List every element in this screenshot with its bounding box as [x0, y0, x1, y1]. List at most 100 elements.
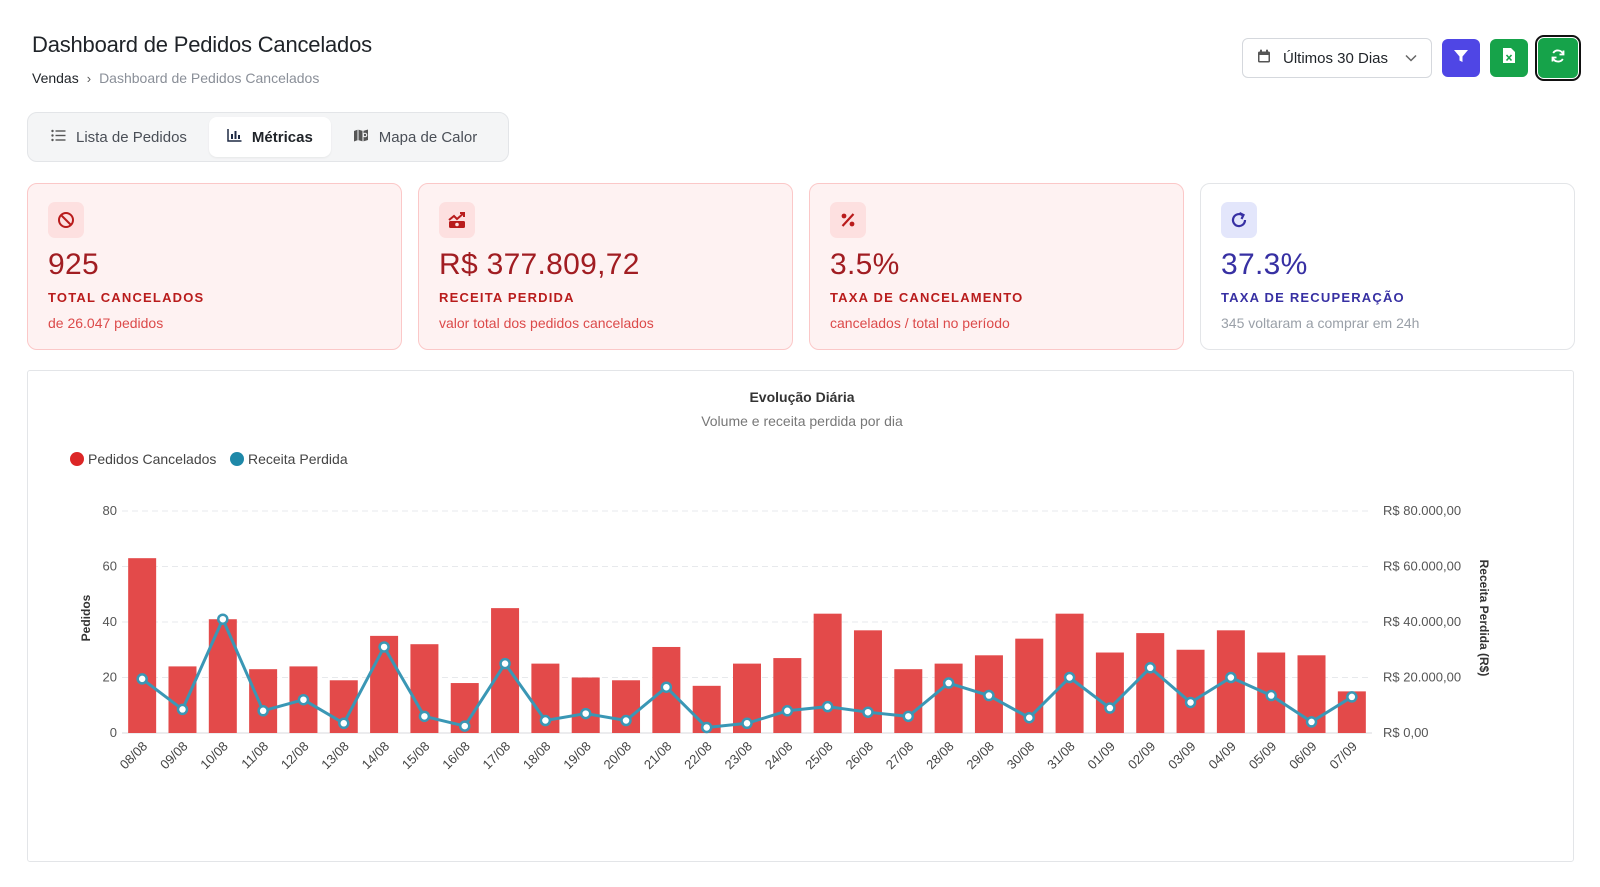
line-point-02/09[interactable]: [1144, 662, 1156, 674]
line-point-14/08[interactable]: [378, 641, 390, 653]
money-loss-icon: [439, 202, 475, 238]
excel-file-icon: [1502, 47, 1516, 69]
x-tick-label: 08/08: [117, 739, 151, 773]
bar-27/08[interactable]: [894, 669, 923, 733]
line-point-10/08[interactable]: [217, 613, 229, 625]
chart-legend: Pedidos Cancelados Receita Perdida: [70, 451, 348, 467]
x-tick-label: 16/08: [439, 739, 473, 773]
filter-icon: [1453, 48, 1469, 69]
line-point-31/08[interactable]: [1063, 671, 1076, 684]
x-ticks: 08/08 09/08 10/08 11/08 12/08 13/08 14/08 15/08…: [117, 739, 1360, 773]
line-point-25/08[interactable]: [821, 700, 834, 713]
x-tick-label: 19/08: [560, 739, 594, 773]
bar-01/09[interactable]: [1095, 652, 1124, 733]
line-point-20/08[interactable]: [620, 714, 632, 727]
y-tick-label-left: 0: [110, 725, 117, 740]
list-icon: [51, 129, 66, 146]
line-point-06/09[interactable]: [1305, 716, 1318, 728]
line-point-22/08[interactable]: [700, 721, 713, 734]
line-point-21/08[interactable]: [660, 681, 673, 693]
line-point-11/08[interactable]: [257, 705, 269, 717]
y-tick-label-right: R$ 80.000,00: [1383, 503, 1461, 518]
line-point-04/09[interactable]: [1225, 671, 1237, 684]
line-point-18/08[interactable]: [539, 714, 552, 727]
bar-11/08[interactable]: [249, 669, 278, 733]
tab-metricas[interactable]: Métricas: [208, 117, 331, 157]
line-point-01/09[interactable]: [1104, 702, 1116, 714]
date-range-select[interactable]: Últimos 30 Dias: [1242, 38, 1432, 78]
y-axis-title-right: Receita Perdida (R$): [1477, 560, 1491, 677]
breadcrumb-separator: ›: [86, 70, 92, 86]
tab-label: Mapa de Calor: [378, 128, 478, 146]
line-series: [136, 613, 1358, 734]
legend-item-receita[interactable]: Receita Perdida: [230, 451, 348, 467]
bar-02/09[interactable]: [1136, 633, 1165, 733]
y-tick-label-right: R$ 40.000,00: [1383, 614, 1461, 629]
line-point-05/09[interactable]: [1265, 689, 1277, 702]
bar-25/08[interactable]: [813, 613, 842, 733]
x-tick-label: 04/09: [1205, 739, 1239, 773]
chevron-down-icon: [1405, 51, 1417, 65]
bar-chart-icon: [227, 128, 242, 146]
kpi-label: TAXA DE RECUPERAÇÃO: [1221, 290, 1405, 305]
x-tick-label: 10/08: [197, 739, 231, 773]
line-point-09/08[interactable]: [176, 703, 189, 716]
kpi-cards: 925 TOTAL CANCELADOS de 26.047 pedidos R…: [27, 183, 1575, 350]
bar-03/09[interactable]: [1176, 649, 1205, 733]
legend-swatch-line: [230, 452, 244, 466]
bar-09/08[interactable]: [168, 666, 197, 733]
line-point-08/08[interactable]: [136, 673, 148, 685]
line-point-07/09[interactable]: [1346, 691, 1358, 703]
x-tick-label: 05/09: [1246, 739, 1280, 773]
line-point-19/08[interactable]: [579, 707, 592, 720]
x-tick-label: 02/09: [1125, 739, 1159, 773]
line-point-27/08[interactable]: [902, 710, 915, 723]
x-tick-label: 28/08: [923, 739, 957, 773]
kpi-value: 37.3%: [1221, 248, 1308, 281]
filter-button[interactable]: [1442, 39, 1480, 77]
y-tick-label-left: 40: [103, 614, 117, 629]
bar-08/08[interactable]: [128, 558, 157, 733]
kpi-subtext: cancelados / total no período: [830, 315, 1010, 331]
line-point-23/08[interactable]: [741, 717, 753, 730]
tab-mapa-de-calor[interactable]: Mapa de Calor: [335, 117, 495, 157]
daily-evolution-chart: Evolução Diária Volume e receita perdida…: [70, 389, 1491, 773]
line-point-12/08[interactable]: [297, 693, 310, 706]
line-point-29/08[interactable]: [983, 689, 995, 702]
bar-10/08[interactable]: [208, 619, 237, 733]
line-point-13/08[interactable]: [338, 717, 350, 730]
line-point-03/09[interactable]: [1184, 696, 1197, 709]
x-tick-label: 22/08: [681, 739, 715, 773]
breadcrumb-root-link[interactable]: Vendas: [32, 70, 79, 86]
view-tabs: Lista de Pedidos Métricas Mapa de Calor: [27, 112, 509, 162]
tab-lista-de-pedidos[interactable]: Lista de Pedidos: [33, 117, 205, 157]
page-header: Dashboard de Pedidos Cancelados Vendas ›…: [32, 32, 372, 86]
x-tick-label: 20/08: [601, 739, 635, 773]
line-point-30/08[interactable]: [1023, 711, 1036, 724]
y-tick-label-right: R$ 60.000,00: [1383, 559, 1461, 574]
refresh-button[interactable]: [1535, 35, 1581, 81]
tab-label: Lista de Pedidos: [76, 128, 187, 146]
x-tick-label: 11/08: [238, 739, 271, 772]
x-tick-label: 15/08: [399, 739, 433, 773]
x-tick-label: 03/09: [1165, 739, 1199, 773]
line-point-24/08[interactable]: [781, 705, 794, 717]
kpi-subtext: valor total dos pedidos cancelados: [439, 315, 654, 331]
bar-24/08[interactable]: [773, 658, 802, 733]
date-range-value: Últimos 30 Dias: [1283, 49, 1389, 67]
bar-17/08[interactable]: [491, 608, 520, 733]
bar-28/08[interactable]: [934, 663, 963, 733]
line-point-28/08[interactable]: [942, 677, 955, 689]
kpi-card-taxa-recuperacao: 37.3% TAXA DE RECUPERAÇÃO 345 voltaram a…: [1200, 183, 1575, 350]
y-tick-label-right: R$ 20.000,00: [1383, 670, 1461, 685]
legend-item-pedidos[interactable]: Pedidos Cancelados: [70, 451, 216, 467]
map-icon: [353, 128, 369, 147]
x-tick-label: 01/09: [1084, 739, 1118, 773]
bar-19/08[interactable]: [571, 677, 600, 734]
export-excel-button[interactable]: [1490, 39, 1528, 77]
line-point-26/08[interactable]: [862, 706, 874, 718]
chart-subtitle: Volume e receita perdida por dia: [701, 413, 903, 429]
line-point-15/08[interactable]: [418, 710, 431, 723]
line-point-16/08[interactable]: [458, 720, 471, 732]
line-point-17/08[interactable]: [499, 657, 511, 670]
